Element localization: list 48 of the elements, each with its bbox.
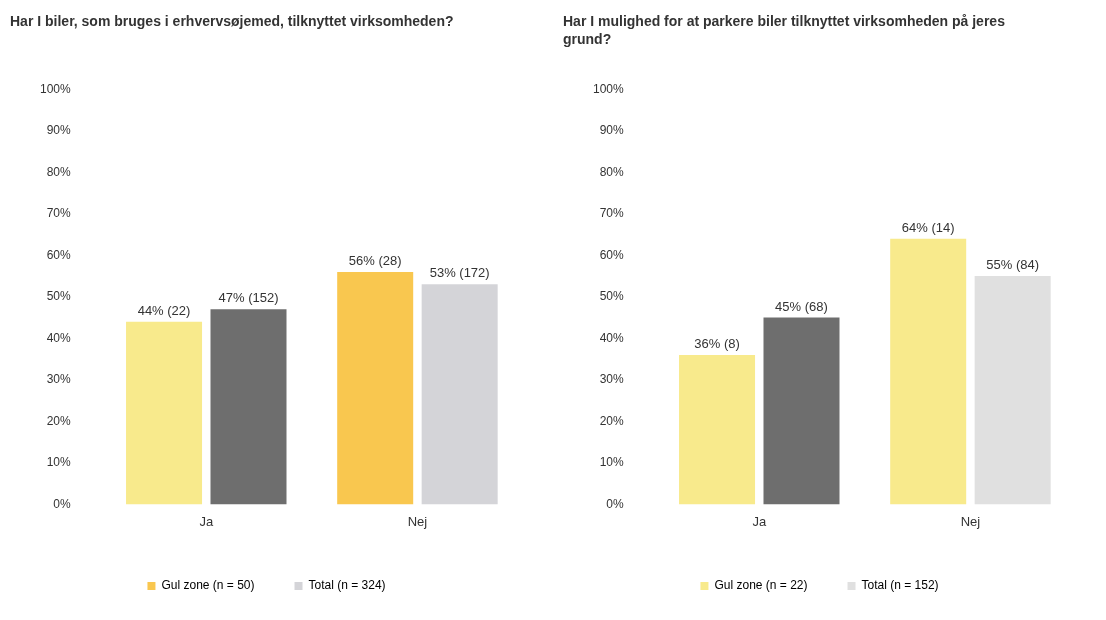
data-label: 53% (172): [429, 265, 490, 281]
data-label: 36% (8): [694, 336, 740, 352]
bar: [421, 284, 498, 505]
y-tick-label: 100%: [592, 81, 625, 96]
y-tick-label: 20%: [46, 413, 72, 428]
y-tick-label: 80%: [46, 164, 72, 179]
bar: [337, 271, 414, 505]
y-tick-label: 40%: [599, 330, 625, 345]
x-tick-label: Ja: [752, 513, 767, 529]
y-tick-label: 70%: [46, 206, 72, 221]
y-tick-label: 30%: [599, 372, 625, 387]
y-tick-label: 90%: [46, 123, 72, 138]
bar: [763, 317, 840, 505]
bar: [890, 238, 967, 505]
data-label: 47% (152): [218, 290, 279, 306]
y-tick-label: 40%: [46, 330, 72, 345]
legend-label: Gul zone (n = 22): [714, 578, 808, 593]
chart-title: Har I mulighed for at parkere biler tilknyttet virksomheden på jeres grund?: [563, 12, 1006, 49]
y-tick-label: 10%: [46, 455, 72, 470]
data-label: 44% (22): [137, 302, 191, 318]
y-tick-label: 30%: [46, 372, 72, 387]
y-tick-label: 60%: [46, 247, 72, 262]
data-label: 55% (84): [986, 257, 1040, 273]
chart-title: Har I biler, som bruges i erhvervsøjemed, tilknyttet virksomheden?: [10, 12, 455, 31]
bar: [210, 309, 287, 505]
y-tick-label: 70%: [599, 206, 625, 221]
y-tick-label: 90%: [599, 123, 625, 138]
bar: [974, 276, 1051, 505]
y-tick-label: 60%: [599, 247, 625, 262]
data-label: 45% (68): [775, 298, 828, 314]
legend-label: Total (n = 324): [308, 578, 386, 593]
legend-label: Total (n = 152): [861, 578, 939, 593]
data-label: 56% (28): [348, 252, 402, 268]
y-tick-label: 20%: [599, 413, 625, 428]
y-tick-label: 50%: [599, 289, 625, 304]
y-tick-label: 50%: [46, 289, 72, 304]
data-label: 64% (14): [901, 219, 955, 235]
y-tick-label: 0%: [53, 496, 72, 511]
x-tick-label: Nej: [960, 513, 981, 529]
x-tick-label: Ja: [199, 513, 214, 529]
bar: [679, 354, 756, 505]
y-tick-label: 0%: [606, 496, 625, 511]
y-tick-label: 100%: [39, 81, 72, 96]
x-tick-label: Nej: [407, 513, 428, 529]
legend-label: Gul zone (n = 50): [161, 578, 255, 593]
y-tick-label: 80%: [599, 164, 625, 179]
y-tick-label: 10%: [599, 455, 625, 470]
bar: [126, 321, 203, 505]
